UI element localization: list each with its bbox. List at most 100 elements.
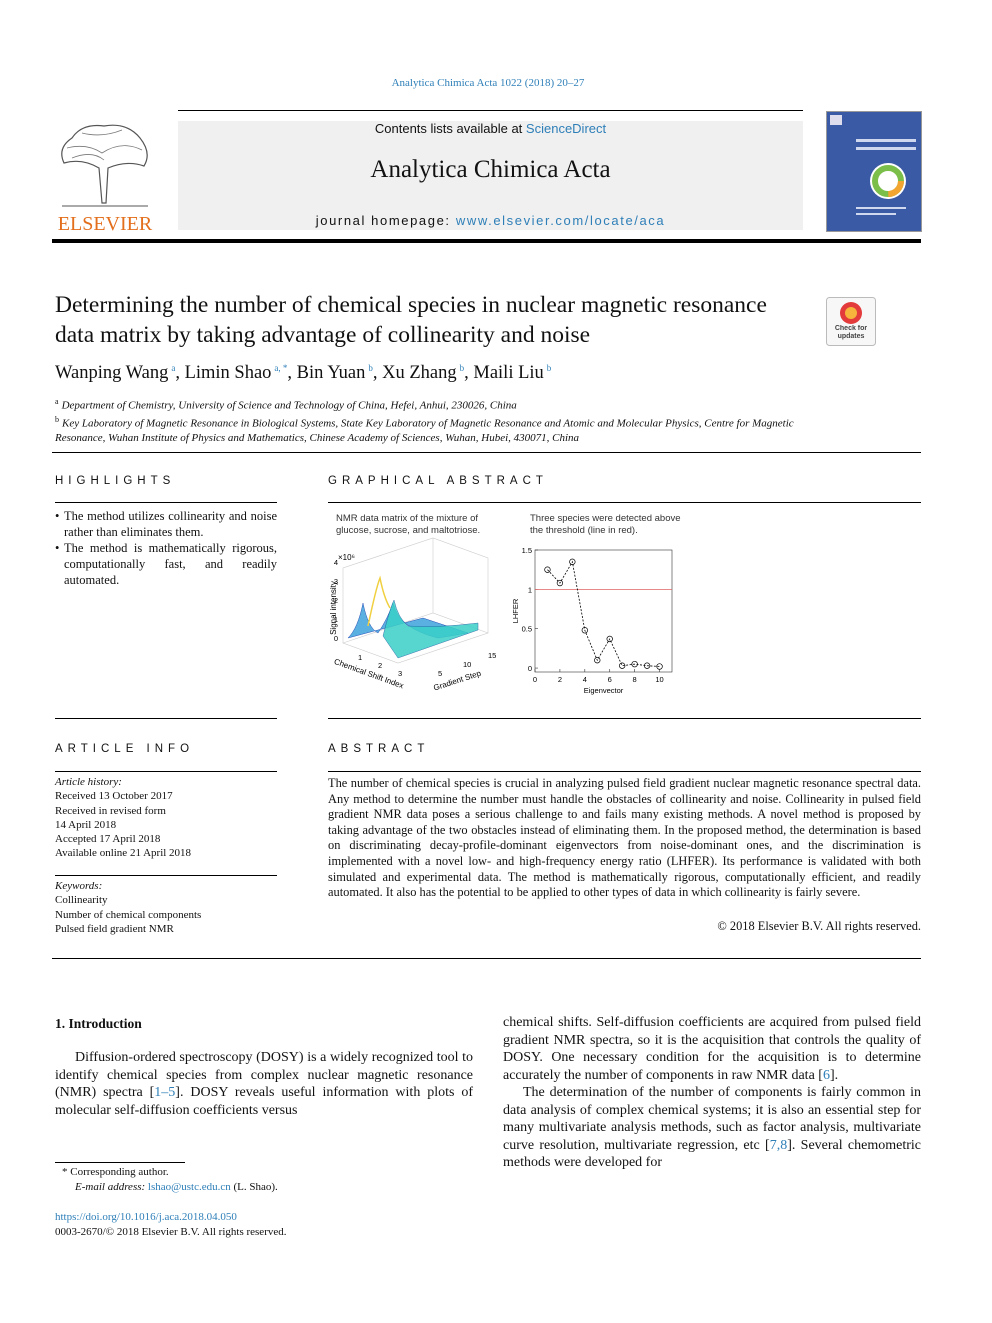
surface-plot [342, 537, 489, 664]
rule [55, 502, 277, 503]
x-tick-label: 1 [358, 653, 362, 662]
z-tick-label: 2 [334, 596, 338, 605]
history-item: Received in revised form [55, 804, 166, 817]
author: Bin Yuan b [297, 363, 382, 383]
history-label: Article history: [55, 776, 122, 788]
data-point [594, 657, 601, 664]
paragraph: chemical shifts. Self-diffusion coeffici… [503, 1014, 921, 1084]
homepage-link[interactable]: www.elsevier.com/locate/aca [455, 213, 666, 228]
data-point [569, 558, 576, 565]
y-tick-label: 15 [488, 651, 496, 660]
rule [52, 958, 921, 959]
citation-link[interactable]: 7,8 [769, 1137, 788, 1153]
history-item: Accepted 17 April 2018 [55, 833, 161, 846]
x-tick-label: 8 [633, 675, 637, 684]
x-tick-label: 0 [533, 675, 537, 684]
footnote-rule [55, 1162, 185, 1163]
author-affiliation-mark[interactable]: a, * [274, 363, 288, 373]
keywords-label: Keywords: [55, 880, 103, 892]
email-owner: (L. Shao). [233, 1181, 278, 1193]
highlight-item: The method utilizes collinearity and noi… [55, 508, 277, 540]
affiliation: b Key Laboratory of Magnetic Resonance in… [55, 413, 815, 446]
text-run: ]. [829, 1067, 839, 1083]
surface-ridge [367, 575, 391, 627]
y-tick-label: 10 [463, 660, 471, 669]
check-updates-badge[interactable]: Check for updates [826, 297, 876, 346]
author: Wanping Wang a [55, 363, 185, 383]
lhfer-chart: 0 2 4 6 8 10 0 0.5 1 1.5 Eigenvector LHFER [511, 546, 673, 695]
sciencedirect-link[interactable]: ScienceDirect [525, 121, 607, 136]
keyword: Number of chemical components [55, 908, 202, 921]
doi-link[interactable]: https://doi.org/10.1016/j.aca.2018.04.05… [55, 1211, 237, 1223]
x-axis-label: Eigenvector [584, 686, 624, 695]
citation-link[interactable]: 6 [822, 1067, 830, 1083]
y-tick-label: 0.5 [522, 625, 532, 634]
affiliation-text: Key Laboratory of Magnetic Resonance in … [55, 417, 794, 445]
paragraph: The determination of the number of compo… [503, 1084, 921, 1172]
x-tick-label: 3 [398, 669, 402, 678]
history-list: Received 13 October 2017 Received in revi… [55, 789, 277, 860]
affiliations: a Department of Chemistry, University of … [55, 395, 815, 446]
author-affiliation-mark[interactable]: a [171, 363, 176, 373]
keywords: Keywords: Collinearity Number of chemical… [55, 879, 277, 936]
author-name: Bin Yuan [296, 363, 366, 384]
affiliation-text: Department of Chemistry, University of S… [61, 399, 517, 412]
x-tick-label: 4 [583, 675, 587, 684]
text-run: chemical shifts. Self-diffusion coeffici… [503, 1015, 921, 1083]
graphical-abstract-figure: NMR data matrix of the mixture of glucos… [329, 513, 681, 695]
x-label: Chemical Shift Index [333, 657, 405, 691]
homepage-label: journal homepage: [315, 213, 451, 228]
journal-banner: Contents lists available at ScienceDirec… [178, 121, 803, 230]
data-point [631, 660, 638, 668]
y-tick-label: 5 [438, 669, 442, 678]
highlights-heading: HIGHLIGHTS [55, 475, 176, 487]
keywords-list: Collinearity Number of chemical component… [55, 893, 277, 936]
cover-text [856, 213, 896, 215]
publisher: ELSEVIER [58, 213, 153, 235]
rule [328, 718, 921, 719]
footnote-corresponding: * Corresponding author. [62, 1166, 169, 1178]
email-label: E-mail address: [75, 1181, 146, 1193]
rule [55, 875, 277, 876]
data-point [619, 662, 626, 669]
citation: Analytica Chimica Acta 1022 (2018) 20–27 [391, 77, 585, 89]
rule [328, 502, 921, 503]
text-run: ]. Several chemometric methods were deve… [503, 1137, 922, 1171]
left-caption: NMR data matrix of the mixture of glucos… [336, 513, 481, 536]
affiliation-label: b [55, 415, 59, 425]
citation-link[interactable]: 1–5 [154, 1085, 176, 1100]
affiliation-label: a [55, 397, 59, 406]
right-caption: Three species were detected above the th… [530, 513, 681, 536]
y-tick-label: 1.5 [522, 546, 532, 555]
highlights-list: The method utilizes collinearity and noi… [55, 508, 277, 588]
history-item: 14 April 2018 [55, 818, 117, 831]
text-run: Diffusion-ordered spectroscopy (DOSY) is… [55, 1050, 473, 1100]
history-item: Available online 21 April 2018 [55, 847, 192, 860]
email-link[interactable]: lshao@ustc.edu.cn [147, 1181, 231, 1193]
abstract-text: The number of chemical species is crucia… [328, 776, 921, 900]
section-heading: 1. Introduction [55, 1016, 142, 1031]
x-tick-label: 2 [378, 661, 382, 670]
contents-line: Contents lists available at ScienceDirec… [178, 121, 803, 136]
author-affiliation-mark[interactable]: b [368, 363, 373, 373]
cover-ring-accent [872, 165, 904, 197]
data-point [581, 627, 588, 634]
z-scale: ×10⁶ [338, 553, 355, 562]
surface [382, 599, 479, 659]
rule [52, 452, 921, 453]
y-tick-label: 0 [528, 664, 532, 673]
author: Maili Liu b [473, 363, 551, 383]
author-name: Wanping Wang [55, 363, 169, 384]
data-point [643, 662, 651, 669]
rule [55, 771, 277, 772]
author: Limin Shao a, * [185, 363, 297, 383]
data-point [544, 566, 551, 573]
author-affiliation-mark[interactable]: b [546, 363, 552, 373]
rule [328, 771, 921, 772]
author-affiliation-mark[interactable]: b [459, 363, 465, 373]
contents-text: Contents lists available at [374, 121, 523, 136]
z-tick-label: 4 [334, 558, 338, 567]
